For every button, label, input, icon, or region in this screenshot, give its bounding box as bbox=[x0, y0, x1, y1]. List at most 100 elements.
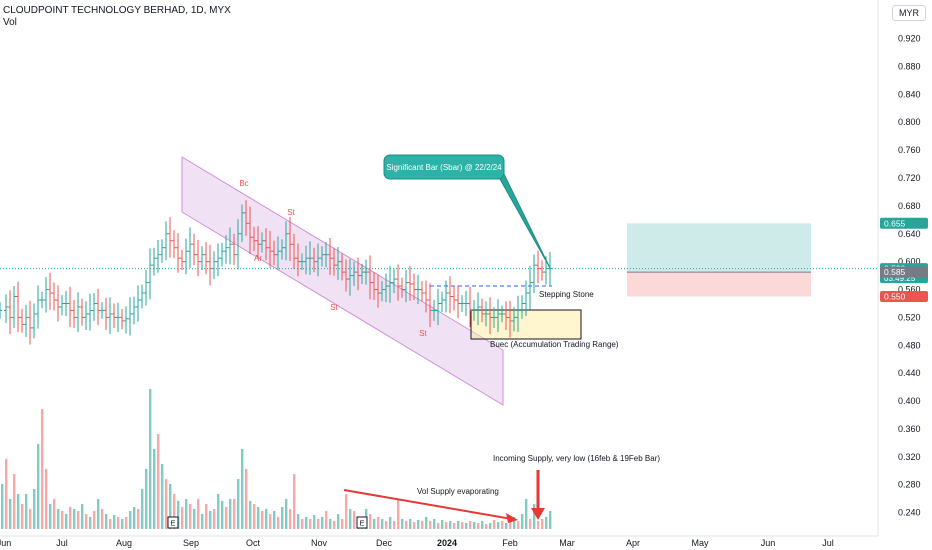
volume-bar bbox=[113, 515, 116, 529]
price-tick-label: 0.760 bbox=[898, 145, 921, 155]
time-tick-label: Dec bbox=[376, 538, 393, 548]
volume-bar bbox=[425, 517, 428, 529]
price-tick-label: 0.480 bbox=[898, 340, 921, 350]
volume-bar bbox=[333, 521, 336, 529]
volume-bar bbox=[421, 521, 424, 529]
volume-bar bbox=[545, 517, 548, 529]
volume-bar bbox=[489, 523, 492, 529]
time-tick-label: Jul bbox=[56, 538, 68, 548]
volume-bar bbox=[97, 499, 100, 529]
stop-zone bbox=[627, 272, 811, 297]
volume-bar bbox=[269, 514, 272, 529]
earnings-marker bbox=[356, 516, 368, 529]
volume-bar bbox=[173, 494, 176, 529]
volume-bar bbox=[225, 507, 228, 529]
earnings-marker bbox=[167, 516, 179, 529]
volume-bar bbox=[69, 507, 72, 529]
volume-bar bbox=[137, 509, 140, 529]
volume-bar bbox=[497, 522, 500, 529]
volume-bar bbox=[433, 519, 436, 529]
volume-bar bbox=[317, 519, 320, 529]
volume-bar bbox=[369, 514, 372, 529]
volume-bar bbox=[529, 519, 532, 529]
volume-bar bbox=[169, 484, 172, 529]
volume-bar bbox=[253, 504, 256, 529]
volume-bar bbox=[437, 523, 440, 529]
volume-bar bbox=[289, 509, 292, 529]
volume-bar bbox=[325, 511, 328, 529]
volume-bar bbox=[353, 511, 356, 529]
volume-bar bbox=[121, 519, 124, 529]
symbol-title[interactable]: CLOUDPOINT TECHNOLOGY BERHAD, 1D, MYX bbox=[3, 5, 231, 16]
volume-bar bbox=[301, 519, 304, 529]
price-tick-label: 0.600 bbox=[898, 257, 921, 267]
volume-bar bbox=[185, 499, 188, 529]
price-badge bbox=[880, 291, 928, 303]
incoming-supply-arrowhead bbox=[531, 508, 545, 520]
volume-bar bbox=[549, 511, 552, 529]
wyckoff-label: St bbox=[419, 329, 427, 338]
volume-bar bbox=[105, 514, 108, 529]
volume-bar bbox=[413, 522, 416, 529]
volume-bar bbox=[477, 523, 480, 529]
price-badge-label: 0.585 bbox=[884, 267, 906, 277]
time-tick-label: May bbox=[691, 538, 709, 548]
price-tick-label: 0.800 bbox=[898, 117, 921, 127]
volume-bar bbox=[29, 509, 32, 529]
volume-bar bbox=[229, 499, 232, 529]
volume-bar bbox=[281, 507, 284, 529]
volume-bar bbox=[129, 511, 132, 529]
time-tick-label: Jul bbox=[822, 538, 834, 548]
volume-bar bbox=[41, 409, 44, 529]
price-tick-label: 0.280 bbox=[898, 480, 921, 490]
time-tick-label: Sep bbox=[183, 538, 199, 548]
wyckoff-label: St bbox=[287, 208, 295, 217]
volume-bar bbox=[109, 519, 112, 529]
time-tick-label: Mar bbox=[559, 538, 575, 548]
volume-bar bbox=[101, 509, 104, 529]
volume-bar bbox=[205, 504, 208, 529]
volume-bar bbox=[401, 519, 404, 529]
volume-bar bbox=[145, 469, 148, 529]
volume-bar bbox=[37, 444, 40, 529]
volume-bar bbox=[149, 389, 152, 529]
chart-header: CLOUDPOINT TECHNOLOGY BERHAD, 1D, MYX Vo… bbox=[3, 5, 231, 29]
drawings bbox=[0, 156, 878, 406]
volume-bar bbox=[537, 521, 540, 529]
volume-bar bbox=[45, 469, 48, 529]
volume-bar bbox=[457, 521, 460, 529]
volume-bar bbox=[533, 504, 536, 529]
volume-bar bbox=[449, 521, 452, 529]
price-tick-label: 0.240 bbox=[898, 508, 921, 518]
volume-bar bbox=[373, 519, 376, 529]
time-axis[interactable]: Jun Jul Aug Sep Oct Nov Dec 2024 Feb Mar Apr May Jun… bbox=[0, 535, 878, 548]
time-tick-label: Jun bbox=[0, 538, 11, 548]
volume-bar bbox=[141, 489, 144, 529]
price-bars bbox=[0, 200, 552, 345]
volume-label[interactable]: Vol bbox=[3, 17, 17, 28]
volume-bar bbox=[61, 511, 64, 529]
price-tick-label: 0.360 bbox=[898, 424, 921, 434]
price-tick-label: 0.560 bbox=[898, 285, 921, 295]
price-tick-label: 0.840 bbox=[898, 89, 921, 99]
volume-bar bbox=[125, 517, 128, 529]
volume-bar bbox=[541, 519, 544, 529]
time-tick-label: Oct bbox=[246, 538, 261, 548]
volume-bar bbox=[501, 521, 504, 529]
price-axis[interactable]: 0.920 0.880 0.840 0.800 0.760 0.720 0.680 0.640… bbox=[877, 0, 928, 536]
volume-bar bbox=[321, 517, 324, 529]
volume-bar bbox=[393, 521, 396, 529]
time-tick-label: Jun bbox=[761, 538, 776, 548]
incoming-supply-label: Incoming Supply, very low (16feb & 19Feb… bbox=[493, 454, 660, 463]
volume-bar bbox=[93, 511, 96, 529]
volume-bar bbox=[77, 511, 80, 529]
volume-bar bbox=[193, 509, 196, 529]
time-tick-label: Aug bbox=[116, 538, 132, 548]
currency-selector[interactable]: MYR bbox=[892, 5, 926, 21]
volume-bar bbox=[265, 509, 268, 529]
stepping-stone-label: Stepping Stone bbox=[539, 290, 594, 299]
wyckoff-label: Bc bbox=[239, 179, 248, 188]
volume-bar bbox=[177, 501, 180, 529]
volume-bar bbox=[385, 521, 388, 529]
